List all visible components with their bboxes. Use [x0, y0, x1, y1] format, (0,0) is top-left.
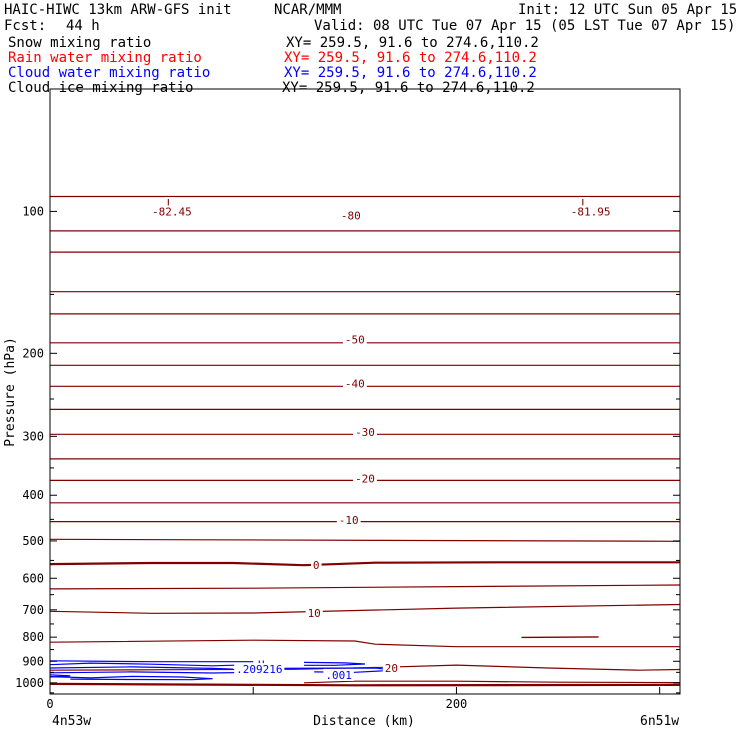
temperature-contour-21 — [49, 682, 681, 687]
contour-label-bg — [342, 377, 367, 390]
contour-label-bg — [336, 513, 361, 526]
field-cloud-ice-xy: XY= 259.5, 91.6 to 274.6,110.2 — [282, 80, 535, 96]
y-tick-label-2: 300 — [22, 429, 44, 443]
contour-layer — [49, 195, 681, 687]
temperature-contour-14 — [49, 538, 681, 542]
contour-label-15: .001 — [325, 669, 352, 682]
cloud-water-contour-4 — [303, 661, 366, 666]
cloud-water-contour-7 — [49, 674, 71, 678]
contour-label-9: -10 — [339, 514, 359, 527]
contour-label-bg — [164, 197, 176, 210]
field-cloud-water-xy: XY= 259.5, 91.6 to 274.6,110.2 — [284, 65, 537, 81]
cloud-water-contour-0 — [49, 660, 254, 663]
contour-label-3: -81.95 — [571, 205, 611, 218]
temperature-contour-small — [521, 636, 599, 639]
cloud-water-contour-6 — [49, 675, 213, 681]
temperature-contour-16 — [49, 584, 681, 590]
temperature-contour-17 — [49, 603, 681, 614]
plot-frame — [49, 88, 681, 695]
field-rain-name: Rain water mixing ratio — [8, 50, 202, 66]
temperature-contour-15 — [49, 561, 680, 567]
contour-label-bg — [382, 661, 401, 674]
field-snow-xy: XY= 259.5, 91.6 to 274.6,110.2 — [286, 35, 539, 51]
init-time: Init: 12 UTC Sun 05 Apr 15 — [518, 2, 738, 18]
fcst-value: 44 h — [66, 18, 100, 34]
contour-label-7: -30 — [355, 426, 375, 439]
y-tick-label-7: 800 — [22, 630, 44, 644]
cloud-water-contour-2 — [49, 666, 233, 670]
y-tick-label-6: 700 — [22, 603, 44, 617]
y-tick-label-1: 200 — [22, 346, 44, 360]
contour-label-12: 20 — [385, 662, 398, 675]
model-title: HAIC-HIWC 13km ARW-GFS init — [4, 2, 232, 18]
field-rain-xy: XY= 259.5, 91.6 to 274.6,110.2 — [284, 50, 537, 66]
cloud-water-contour-3 — [49, 671, 254, 674]
contour-label-bg — [234, 663, 285, 676]
field-snow-name: Snow mixing ratio — [8, 35, 152, 51]
contour-label-5: -50 — [345, 334, 365, 347]
contour-label-2: L — [581, 197, 588, 210]
y-axis-label: Pressure (hPa) — [3, 337, 18, 447]
contour-label-bg — [310, 558, 322, 571]
x-axis-label: Distance (km) — [313, 714, 415, 729]
temperature-contour-18 — [49, 639, 680, 648]
x-right-endpoint-label: 6n51w — [640, 714, 679, 729]
contour-label-4: -80 — [341, 209, 361, 222]
cloud-water-contour-1 — [49, 662, 254, 667]
y-tick-label-8: 900 — [22, 654, 44, 668]
contour-label-bg — [323, 668, 354, 681]
contour-label-10: 0 — [313, 559, 320, 572]
y-tick-label-3: 400 — [22, 488, 44, 502]
y-tick-label-5: 600 — [22, 571, 44, 585]
y-tick-label-4: 500 — [22, 534, 44, 548]
field-cloud-water-name: Cloud water mixing ratio — [8, 65, 211, 81]
temperature-contour-19 — [49, 664, 681, 671]
contour-label-bg — [353, 472, 377, 485]
temperature-contour-20 — [303, 680, 681, 684]
contour-label-bg — [353, 426, 377, 439]
x-tick-label-1: 200 — [446, 697, 468, 711]
contour-label-1: -82.45 — [152, 205, 192, 218]
center-label: NCAR/MMM — [274, 2, 342, 18]
contour-label-bg — [342, 333, 367, 346]
contour-label-14: .209216 — [236, 663, 282, 676]
contour-label-8: -20 — [355, 473, 375, 486]
x-tick-label-0: 0 — [46, 697, 53, 711]
valid-time: Valid: 08 UTC Tue 07 Apr 15 (05 LST Tue … — [314, 18, 736, 34]
contour-label-bg — [338, 209, 363, 222]
contour-label-bg — [568, 205, 613, 218]
label-layer: L-82.45L-81.95-80-50-40-30-20-1001020H.2… — [150, 197, 613, 682]
contour-label-bg — [150, 205, 194, 218]
contour-label-bg — [305, 607, 323, 620]
contour-label-bg — [579, 197, 590, 210]
contour-label-6: -40 — [345, 378, 365, 391]
x-left-endpoint-label: 4n53w — [52, 714, 91, 729]
y-tick-label-0: 100 — [22, 204, 44, 218]
fcst-label: Fcst: — [4, 18, 47, 34]
field-cloud-ice-name: Cloud ice mixing ratio — [8, 80, 194, 96]
y-tick-label-9: 1000 — [15, 676, 44, 690]
contour-label-0: L — [167, 197, 174, 210]
contour-label-11: 10 — [308, 607, 321, 620]
